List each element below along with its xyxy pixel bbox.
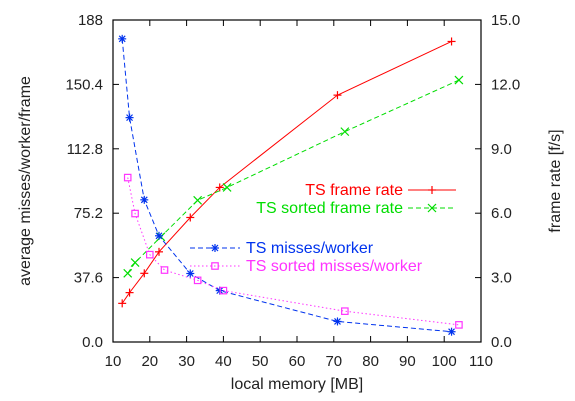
data-point [455, 321, 463, 329]
y-left-tick-label: 0.0 [82, 334, 103, 351]
data-point [333, 317, 342, 326]
x-tick-label: 100 [432, 353, 457, 370]
series-line [121, 41, 452, 304]
data-point [215, 183, 224, 192]
data-point [131, 209, 139, 218]
data-point [340, 127, 350, 137]
y-left-tick-label: 37.6 [74, 270, 103, 287]
data-point [118, 34, 127, 43]
data-point [219, 286, 228, 295]
tick-marks [112, 19, 482, 343]
x-tick-label: 70 [325, 353, 342, 370]
data-point [146, 250, 154, 259]
data-point [186, 269, 195, 278]
data-point [140, 269, 149, 278]
series-1 [123, 75, 464, 278]
data-point [125, 113, 134, 122]
y-right-tick-label: 15.0 [491, 12, 520, 29]
y-left-tick-label: 150.4 [65, 76, 103, 93]
y-left-tick-label: 112.8 [67, 141, 103, 158]
x-tick-label: 30 [178, 353, 195, 370]
data-point [125, 288, 134, 297]
series-0 [118, 37, 456, 308]
data-point [454, 75, 464, 85]
series-layer [118, 34, 464, 336]
x-axis-label: local memory [MB] [231, 376, 363, 393]
data-point [118, 299, 127, 308]
data-point [123, 173, 132, 182]
data-point [447, 327, 456, 336]
y-left-tick-labels: 0.0 37.6 75.2 112.8 150.4 188 [65, 12, 103, 351]
y-right-tick-labels: 0.0 3.0 6.0 9.0 12.0 15.0 [491, 12, 520, 351]
data-point [222, 183, 232, 192]
legend-sample-marker [428, 186, 436, 194]
x-tick-label: 10 [105, 353, 122, 370]
legend-label: TS misses/worker [246, 240, 374, 257]
series-2 [118, 34, 456, 336]
data-point [155, 247, 163, 256]
y-right-tick-label: 6.0 [491, 205, 512, 222]
data-point [160, 266, 169, 274]
series-line [121, 38, 452, 333]
y-left-axis-label: average misses/worker/frame [17, 76, 34, 286]
x-tick-label: 60 [289, 353, 306, 370]
x-tick-label: 50 [252, 353, 269, 370]
legend-entry: TS sorted misses/worker [190, 258, 423, 275]
data-point [193, 276, 202, 285]
x-tick-label: 80 [362, 353, 379, 370]
legend-entry: TS misses/worker [190, 240, 374, 257]
y-right-axis-label: frame rate [f/s] [547, 129, 564, 232]
y-right-tick-label: 12.0 [491, 76, 520, 93]
legend-label: TS sorted frame rate [256, 200, 403, 217]
data-point [333, 91, 342, 100]
data-point [123, 268, 133, 278]
data-point [130, 258, 140, 267]
legend-sample-marker [427, 203, 437, 213]
x-tick-label: 20 [141, 353, 158, 370]
y-right-tick-label: 3.0 [491, 270, 512, 287]
y-left-tick-label: 188 [78, 12, 103, 29]
data-point [193, 195, 203, 205]
legend-label: TS frame rate [305, 182, 403, 199]
legend-entry: TS frame rate [305, 182, 456, 199]
y-left-tick-label: 75.2 [74, 205, 103, 222]
legend-sample-marker [211, 262, 219, 270]
legend-entry: TS sorted frame rate [256, 200, 456, 217]
x-tick-label: 110 [469, 353, 493, 370]
data-point [447, 37, 456, 46]
y-right-tick-label: 0.0 [491, 334, 512, 351]
plot-frame [112, 19, 482, 343]
series-3 [123, 173, 463, 329]
data-point [186, 213, 195, 222]
legend-label: TS sorted misses/worker [246, 258, 423, 275]
legend-sample-marker [211, 244, 219, 252]
data-point [341, 307, 349, 315]
data-point [140, 195, 149, 204]
x-tick-label: 90 [399, 353, 416, 370]
x-tick-labels: 10 20 30 40 50 60 70 80 90 100 110 [105, 353, 493, 370]
y-right-tick-label: 9.0 [491, 141, 512, 158]
data-point [155, 231, 163, 240]
x-tick-label: 40 [215, 353, 232, 370]
